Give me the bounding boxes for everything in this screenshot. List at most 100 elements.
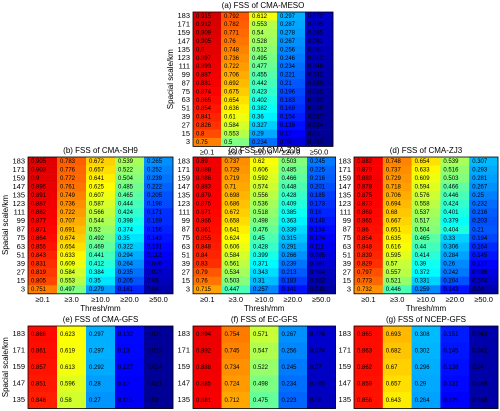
y-tick-label: 183 <box>338 329 351 338</box>
cell-label: 0.882 <box>357 159 373 165</box>
heatmap-cell <box>86 216 116 226</box>
cell-label: 0.62 <box>253 159 265 165</box>
heatmap-cell <box>277 87 306 97</box>
heatmap-cell <box>307 157 336 166</box>
cell-label: 0.204 <box>443 279 459 285</box>
cell-label: 0.024 <box>147 365 163 371</box>
cell-label: 0.503 <box>225 279 241 285</box>
heatmap-cell <box>411 165 441 175</box>
y-axis-label: Spacial scale/km <box>1 337 10 397</box>
cell-label: 0.882 <box>31 210 47 216</box>
x-tick-label: ≥10.0 <box>91 295 110 304</box>
heatmap-cell <box>354 182 384 192</box>
heatmap-cell <box>250 285 279 295</box>
cell-label: 0.156 <box>147 227 163 233</box>
heatmap-cell <box>144 259 174 269</box>
cell-label: 0.213 <box>282 270 298 276</box>
heatmap-cell <box>305 138 334 147</box>
heatmap-cell <box>305 45 334 55</box>
cell-label: 0.897 <box>196 56 212 62</box>
cell-label: 0.885 <box>196 381 212 387</box>
cell-label: 0.374 <box>118 227 134 233</box>
heatmap-cell <box>307 359 336 376</box>
heatmap-cell <box>469 225 499 235</box>
heatmap-cell <box>469 199 499 209</box>
heatmap-cell <box>193 87 222 97</box>
cell-label: 0.235 <box>118 270 134 276</box>
heatmap-cell <box>221 359 251 376</box>
cell-label: 0.372 <box>415 270 431 276</box>
heatmap-cell <box>193 112 222 122</box>
cell-label: 0.096 <box>147 261 163 267</box>
heatmap-cell <box>193 182 222 192</box>
cell-label: 0.557 <box>386 270 402 276</box>
heatmap-cell <box>305 62 334 72</box>
heatmap-cell <box>57 165 87 175</box>
y-tick-label: 3 <box>186 285 190 294</box>
heatmap-cell <box>277 138 306 147</box>
heatmap-cell <box>307 251 336 260</box>
cell-label: 0.654 <box>224 98 240 104</box>
cell-label: 0.633 <box>60 253 76 259</box>
heatmap-cell <box>193 129 222 139</box>
cell-label: 0.401 <box>443 210 459 216</box>
heatmap-cell <box>28 268 58 277</box>
heatmap-cell <box>250 342 279 360</box>
heatmap-cell <box>221 326 251 343</box>
panel-frame <box>353 156 499 295</box>
cell-label: 0.748 <box>386 159 402 165</box>
x-tick-label: ≥3.0 <box>228 147 243 156</box>
panel-title: (d) FSS of CMA-ZJ3 <box>390 146 463 155</box>
cell-label: 0.141 <box>282 287 298 293</box>
heatmap-cell <box>250 233 279 243</box>
heatmap-cell <box>28 174 58 183</box>
cell-label: 0.065 <box>308 31 324 37</box>
cell-label: 0.734 <box>225 365 241 371</box>
cell-label: 0.428 <box>282 193 298 199</box>
cell-label: 0.875 <box>357 193 373 199</box>
cell-label: 0.322 <box>118 244 134 250</box>
heatmap-cell <box>193 54 222 63</box>
cell-label: 0.35 <box>89 279 101 285</box>
cell-label: 0.871 <box>196 210 212 216</box>
y-tick-label: 87 <box>343 225 351 234</box>
heatmap-cell <box>144 157 174 166</box>
panel-frame <box>192 156 336 295</box>
heatmap-cell <box>411 233 441 243</box>
heatmap-cell <box>382 225 412 235</box>
cell-label: 0.574 <box>253 185 269 191</box>
heatmap-cell <box>221 138 250 147</box>
cell-label: 0.28 <box>89 381 101 387</box>
cell-label: 0.636 <box>224 106 240 112</box>
cell-label: 0.039 <box>308 81 324 87</box>
heatmap-cell <box>115 285 145 295</box>
cell-label: 0.21 <box>472 227 484 233</box>
cell-label: 0.16 <box>310 210 322 216</box>
heatmap-cell <box>305 28 334 38</box>
y-tick-label: 159 <box>177 28 190 37</box>
heatmap-cell <box>354 233 384 243</box>
heatmap-cell <box>249 121 278 130</box>
y-tick-label: 39 <box>182 112 190 121</box>
y-tick-label: 171 <box>338 346 351 355</box>
y-tick-label: 87 <box>17 225 25 234</box>
cell-label: 0.829 <box>357 261 373 267</box>
cell-label: 0.466 <box>443 185 459 191</box>
cell-label: 0.58 <box>60 398 72 404</box>
heatmap-cell <box>382 375 412 393</box>
y-tick-label: 75 <box>343 233 351 242</box>
cell-label: 0.327 <box>252 123 268 129</box>
cell-label: 0.719 <box>225 176 241 182</box>
heatmap-cell <box>57 268 87 277</box>
heatmap-cell <box>277 129 306 139</box>
y-tick-label: 171 <box>12 165 25 174</box>
heatmap-cell <box>193 165 222 175</box>
cell-label: 0.446 <box>386 287 402 293</box>
y-tick-label: 147 <box>177 36 190 45</box>
cell-label: 0.12 <box>280 131 292 137</box>
cell-label: 0.895 <box>31 185 47 191</box>
heatmap-cell <box>440 285 470 295</box>
cell-label: 0.606 <box>225 244 241 250</box>
cell-label: 0.675 <box>224 89 240 95</box>
